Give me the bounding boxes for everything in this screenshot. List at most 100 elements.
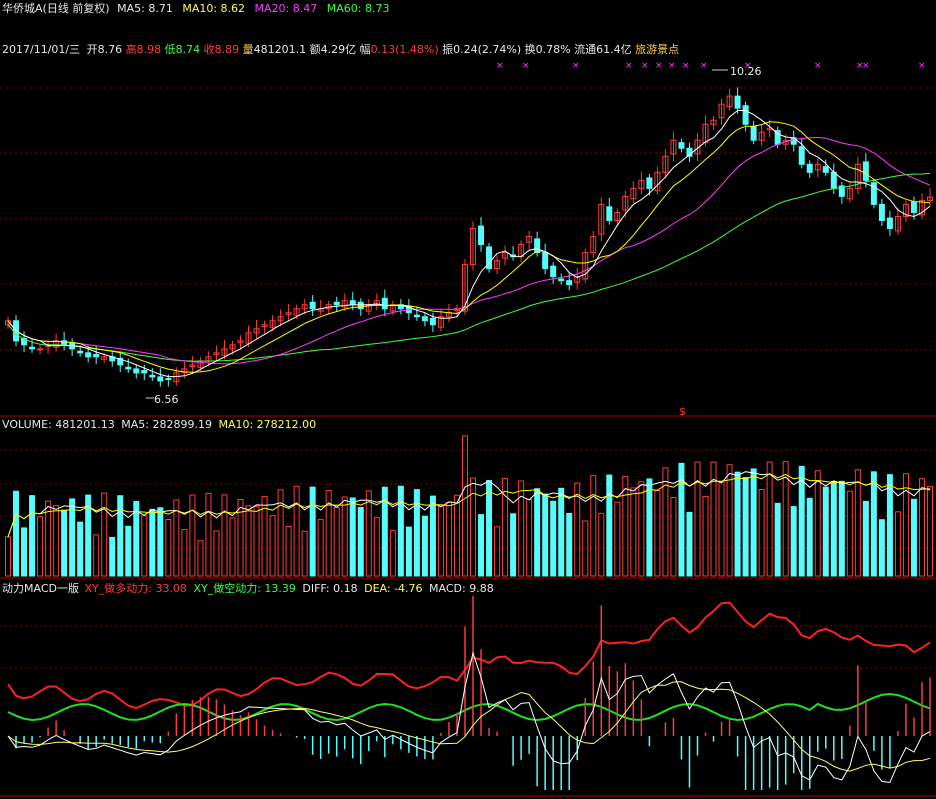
ma20-value: MA20: 8.47: [254, 2, 318, 15]
volume-bar: [69, 498, 76, 577]
volume-bar: [606, 474, 613, 577]
volume-bar: [830, 481, 837, 577]
volume-bar: [429, 495, 436, 577]
candle-body: [165, 378, 172, 381]
volume-bar: [413, 489, 420, 577]
volume-bar: [5, 536, 11, 577]
candle-body: [886, 217, 893, 229]
candle-body: [822, 166, 829, 173]
candle-body: [542, 252, 549, 270]
candle-body: [309, 301, 316, 310]
low-label: 低: [164, 43, 176, 56]
volume-bar: [21, 527, 28, 577]
candle-body: [654, 171, 661, 192]
candle-body: [726, 95, 733, 108]
volume-bar: [37, 516, 44, 577]
candle-body: [846, 187, 853, 200]
candle-body: [702, 123, 709, 144]
bear-power-value: XY_做空动力: 13.39: [193, 582, 296, 595]
signal-cross-marker: ×: [668, 61, 676, 71]
macd-indicator-name[interactable]: 动力MACD一版: [2, 582, 79, 595]
volume-ma10: MA10: 278212.00: [218, 418, 317, 431]
candle-body: [910, 201, 917, 213]
candle-body: [582, 252, 589, 280]
candle-body: [189, 364, 196, 367]
volume-bar: [894, 511, 901, 577]
volume-bar: [133, 500, 140, 577]
candle-body: [229, 344, 236, 350]
volume-bar: [798, 465, 805, 577]
candle-body: [149, 374, 156, 378]
candle-body: [806, 163, 813, 173]
candle-body: [670, 139, 677, 155]
candle-body: [622, 195, 629, 211]
volume-bar: [53, 505, 60, 577]
candle-body: [526, 236, 533, 243]
ma5-line: [7, 110, 931, 378]
candle-body: [646, 177, 653, 189]
candle-body: [750, 126, 757, 141]
volume-bar: [542, 493, 549, 577]
candle-body: [101, 356, 108, 360]
volume-bar: [742, 477, 749, 577]
volume-header: VOLUME: 481201.13 MA5: 282899.19 MA10: 2…: [2, 418, 316, 432]
volume-bar: [806, 497, 813, 577]
candle-body: [125, 366, 132, 370]
volume-bar: [285, 525, 292, 577]
candle-body: [37, 348, 44, 351]
volume-bar: [85, 494, 92, 577]
high-price-label: 10.26: [730, 65, 762, 78]
volume-bar: [269, 515, 276, 577]
volume-bar: [670, 497, 677, 577]
candle-body: [734, 95, 741, 109]
open-label: 开: [86, 43, 98, 56]
candle-body: [878, 203, 885, 221]
signal-cross-marker: ×: [744, 61, 752, 71]
volume-bar: [470, 477, 477, 577]
change-label: 幅: [359, 43, 371, 56]
volume-bar: [221, 494, 228, 577]
volume-bar: [662, 467, 669, 577]
volume-bar: [125, 525, 132, 577]
candle-body: [277, 316, 284, 322]
float-value: 流通61.4亿: [574, 43, 632, 56]
candle-body: [918, 199, 925, 216]
candle-body: [213, 352, 220, 355]
candle-body: [333, 301, 340, 306]
volume-header-label: VOLUME: 481201.13: [2, 418, 115, 431]
volume-bar: [141, 515, 148, 577]
low-price-label: 6.56: [154, 393, 179, 406]
volume-bar: [646, 478, 653, 577]
candle-body: [870, 182, 877, 205]
diff-line: [7, 651, 931, 784]
change-value: 0.13(1.48%): [370, 43, 439, 56]
volume-bar: [726, 464, 733, 577]
volume-bar: [534, 488, 541, 577]
close-label: 收: [203, 43, 215, 56]
candle-body: [421, 316, 428, 322]
volume-ma10-line: [7, 473, 931, 538]
volume-bar: [678, 462, 685, 577]
volume-bar: [902, 473, 909, 577]
open-value: 8.76: [97, 43, 123, 56]
candle-body: [838, 185, 845, 197]
volume-bar: [117, 495, 124, 577]
quote-bar: 2017/11/01/三 开8.76 高8.98 低8.74 收8.89 量48…: [2, 43, 679, 57]
volume-bar: [157, 507, 164, 577]
volume-bar: [582, 520, 589, 577]
volume-bar: [654, 490, 661, 577]
amount-value: 4.29亿: [320, 43, 357, 56]
quote-date: 2017/11/01/三: [2, 43, 81, 56]
candle-body: [502, 252, 509, 259]
signal-cross-marker: ×: [625, 61, 633, 71]
volume-bar: [782, 461, 789, 577]
volume-bar: [397, 485, 404, 577]
sector-link[interactable]: 旅游景点: [635, 43, 680, 56]
candle-body: [478, 225, 485, 246]
volume-bar: [149, 508, 156, 577]
volume-bar: [758, 488, 765, 577]
volume-bar: [29, 495, 36, 577]
volume-bar: [349, 497, 356, 577]
candle-body: [181, 368, 188, 374]
